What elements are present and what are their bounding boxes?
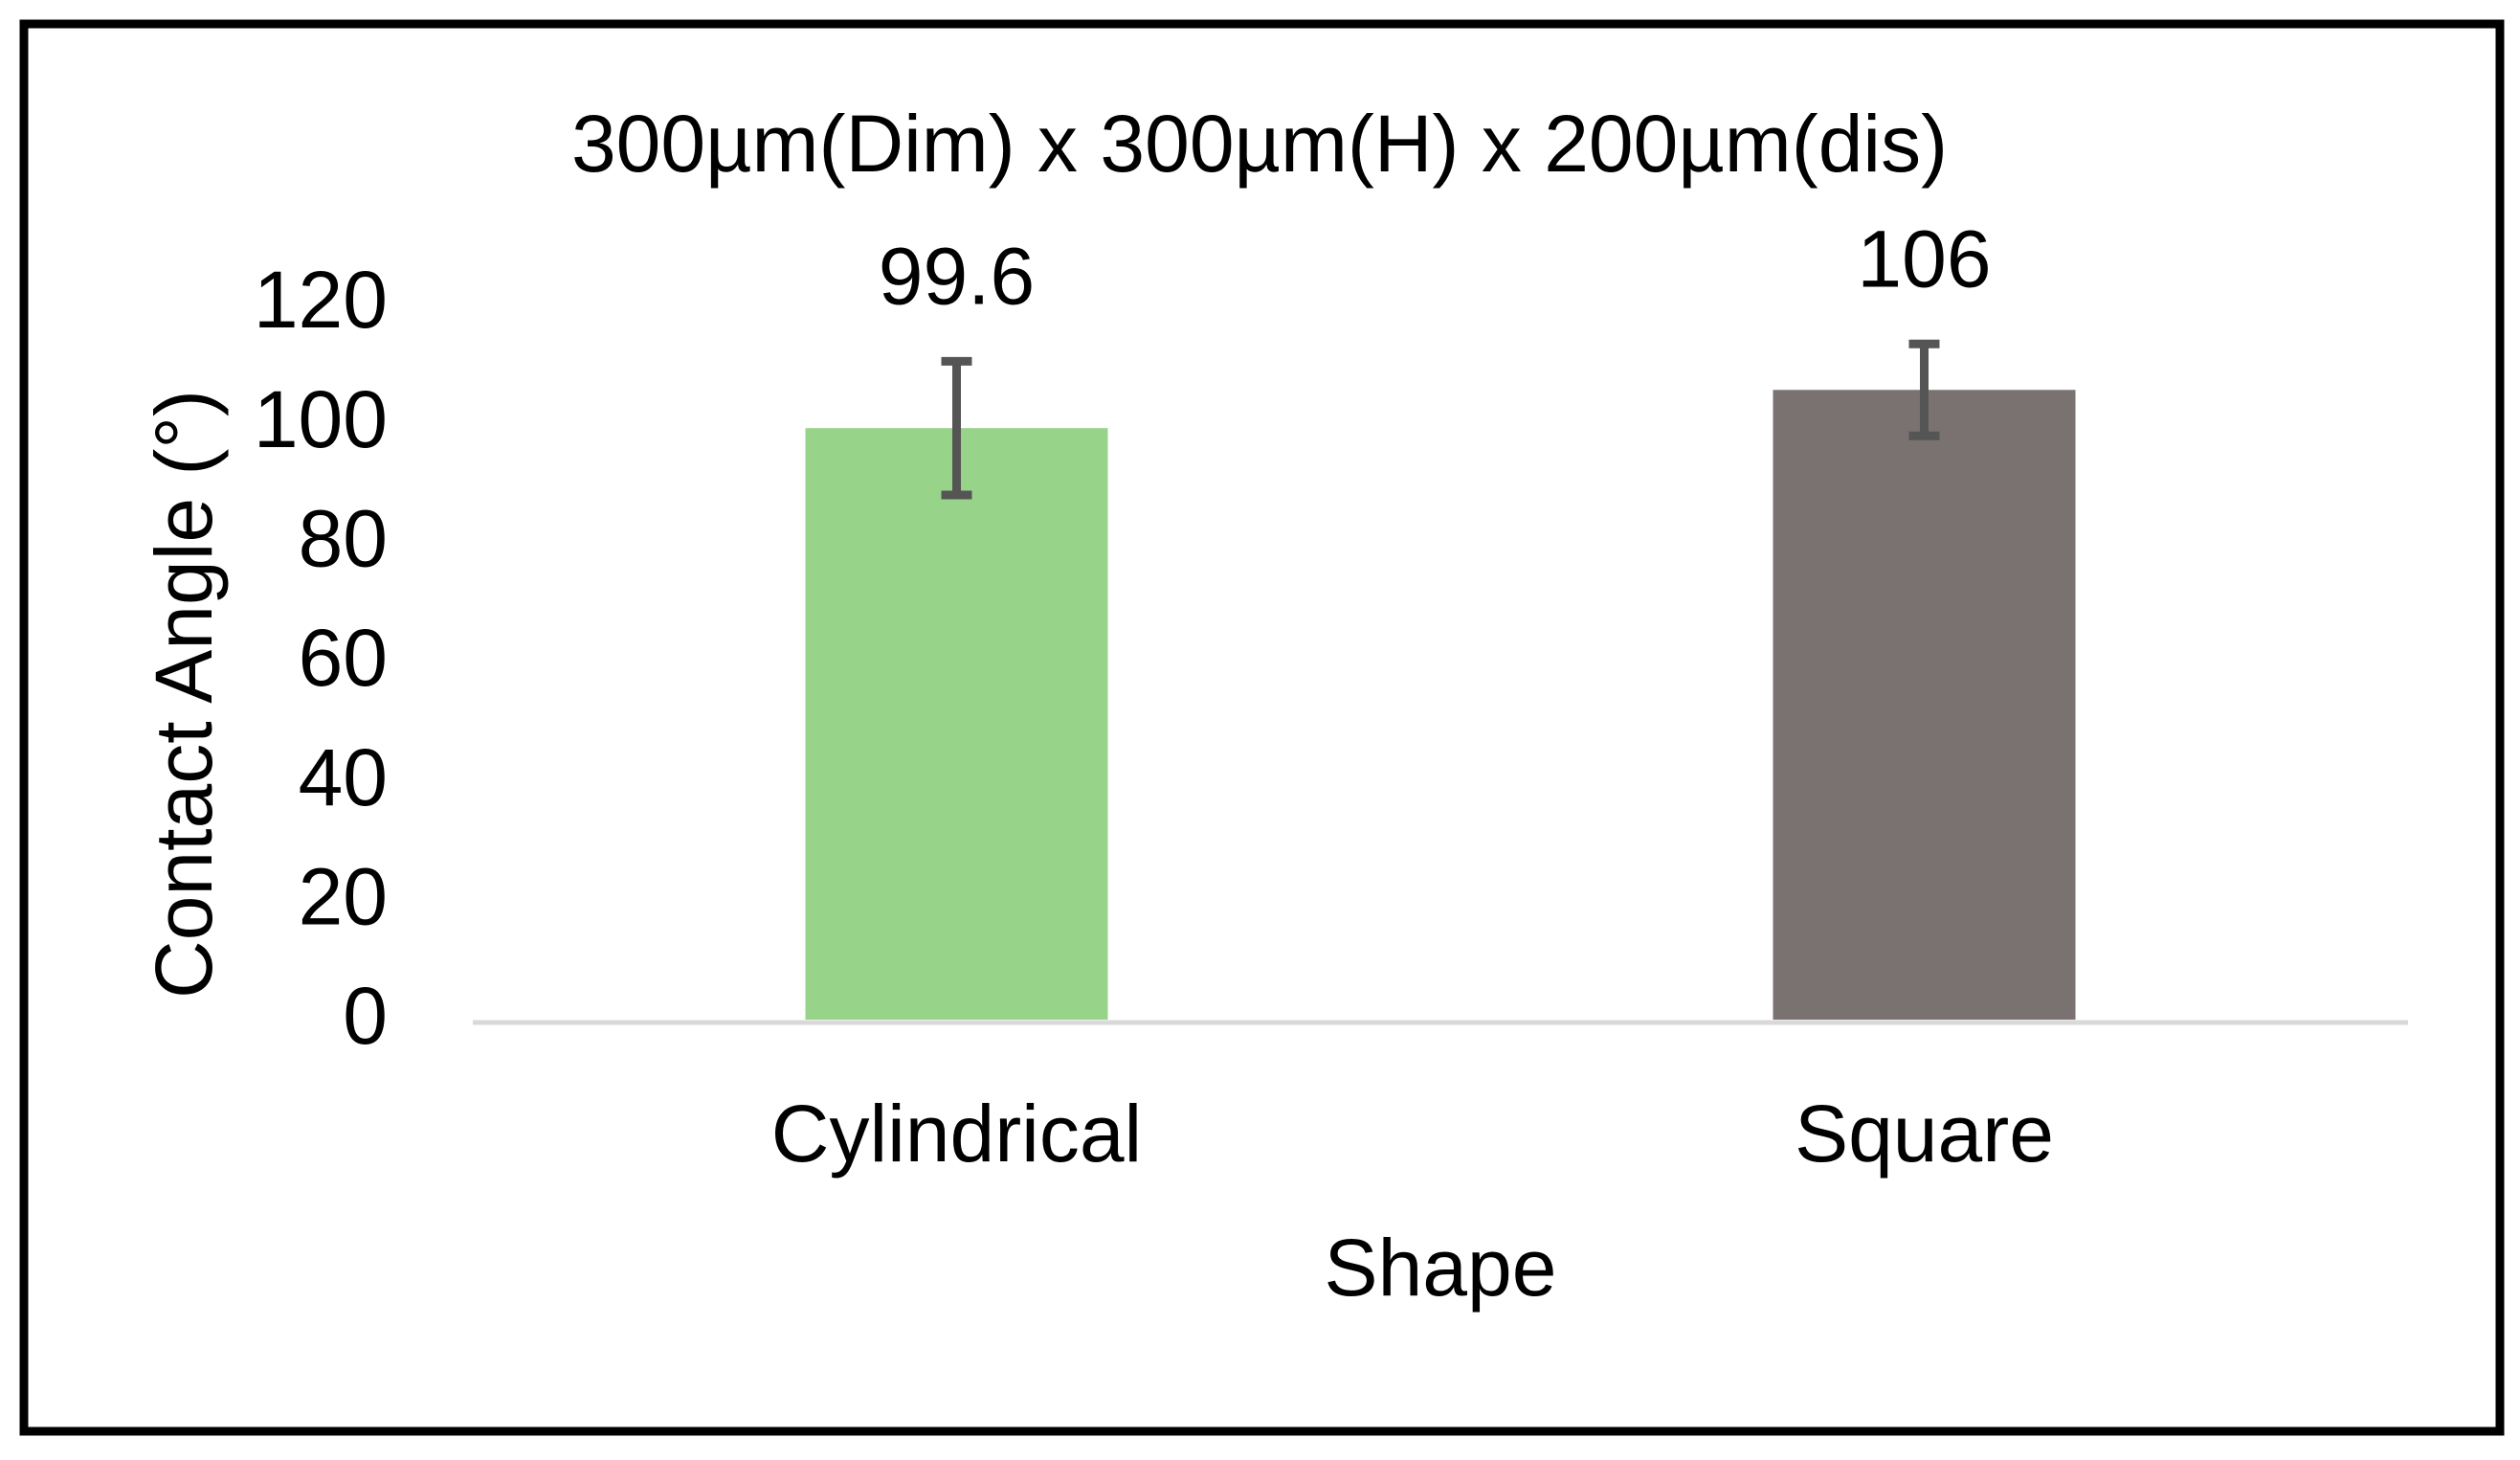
x-axis-label: Shape xyxy=(1325,1223,1557,1313)
y-tick-label: 40 xyxy=(299,732,388,822)
chart-title: 300µm(Dim) x 300µm(H) x 200µm(dis) xyxy=(571,99,1948,189)
error-bar xyxy=(1908,339,1940,440)
bar xyxy=(805,428,1108,1020)
y-tick-label: 60 xyxy=(299,613,388,703)
y-tick-label: 120 xyxy=(254,255,388,345)
bar xyxy=(1773,390,2076,1020)
y-tick-label: 0 xyxy=(343,971,388,1061)
y-tick-label: 100 xyxy=(254,374,388,464)
y-tick-label: 20 xyxy=(299,852,388,942)
error-bar xyxy=(941,356,972,500)
y-axis-label: Contact Angle (°) xyxy=(139,390,229,999)
value-label: 99.6 xyxy=(879,232,1036,322)
value-label: 106 xyxy=(1857,213,1991,303)
y-tick-label: 80 xyxy=(299,494,388,584)
x-tick-label: Cylindrical xyxy=(771,1089,1142,1179)
chart-border xyxy=(19,19,2505,1436)
x-tick-label: Square xyxy=(1795,1089,2054,1179)
